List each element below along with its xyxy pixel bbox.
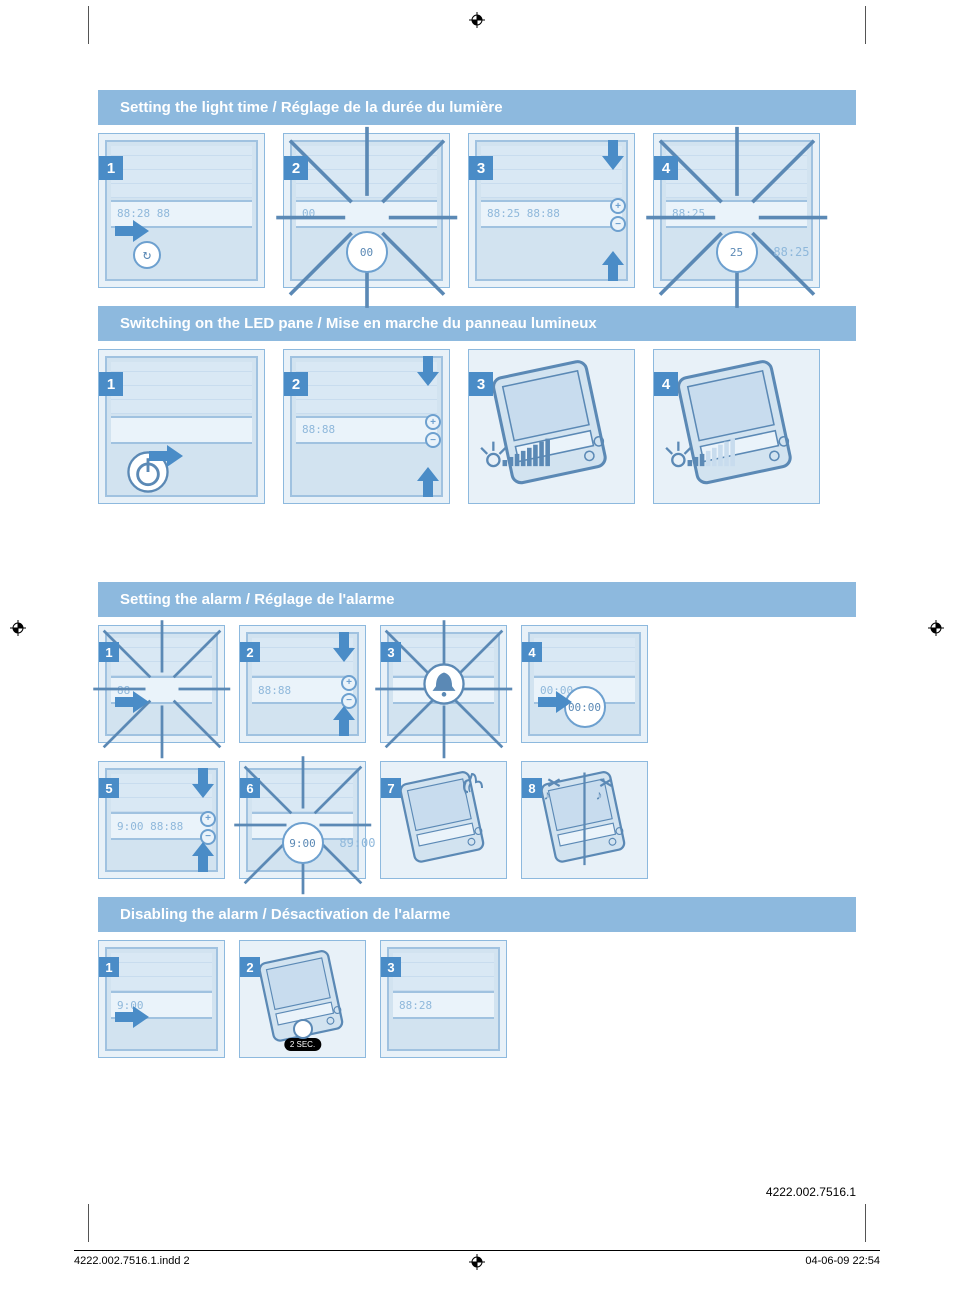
highlight-circle: 9:0089:00: [282, 822, 324, 864]
step-number-badge: 7: [381, 778, 401, 798]
section-header: Switching on the LED pane / Mise en marc…: [98, 306, 856, 341]
instruction-step: 88:28 88↻1: [98, 133, 265, 288]
instruction-step: 88:88+− 2: [239, 625, 366, 743]
plus-minus-buttons: +−: [610, 198, 626, 232]
arrow-down-icon: [417, 356, 439, 386]
arrow-right-icon: [538, 691, 572, 713]
section-header: Disabling the alarm / Désactivation de l…: [98, 897, 856, 932]
footer: 4222.002.7516.1.indd 2 04-06-09 22:54: [74, 1250, 880, 1267]
step-number-badge: 1: [99, 957, 119, 977]
highlight-circle: 2588:25: [716, 231, 758, 273]
step-number-badge: 3: [469, 156, 493, 180]
flash-icon: [234, 756, 372, 884]
instruction-step: 9:00 88:88+− 5: [98, 761, 225, 879]
step-number-badge: 2: [284, 156, 308, 180]
plus-minus-buttons: +−: [425, 414, 441, 448]
lcd-display: 88:88: [296, 416, 437, 444]
step-row: 1 88:88+− 2 3 4: [98, 349, 856, 504]
page-content: Setting the light time / Réglage de la d…: [98, 90, 856, 1076]
instruction-step: 88:28 3: [380, 940, 507, 1058]
arrow-right-icon: [115, 691, 149, 713]
plus-minus-buttons: +−: [200, 811, 216, 845]
instruction-step: 7: [380, 761, 507, 879]
lcd-display: [111, 416, 252, 444]
arrow-right-icon: [115, 220, 149, 242]
step-number-badge: 1: [99, 372, 123, 396]
instruction-step: 88:252588:254: [653, 133, 820, 288]
instruction-step: 2 SEC. 2: [239, 940, 366, 1058]
step-number-badge: 1: [99, 642, 119, 662]
arrow-up-icon: [417, 467, 439, 497]
instruction-step: 9:0089:00 6: [239, 761, 366, 879]
section-header: Setting the alarm / Réglage de l'alarme: [98, 582, 856, 617]
svg-text:♪: ♪: [544, 788, 551, 803]
step-number-badge: 5: [99, 778, 119, 798]
step-row: 88:28 88↻10000288:25 88:88+−388:252588:2…: [98, 133, 856, 288]
step-number-badge: 2: [240, 642, 260, 662]
instruction-step: 88:88+− 2: [283, 349, 450, 504]
highlight-circle: 00: [346, 231, 388, 273]
crop-mark: [865, 1204, 866, 1242]
mute-icon: ♪♪: [528, 768, 641, 870]
instruction-step: 88:25 88:88+− 3: [468, 133, 635, 288]
clock-icon: [293, 1019, 313, 1039]
instruction-step: 00:0000:004: [521, 625, 648, 743]
hold-duration-badge: 2 SEC.: [284, 1038, 321, 1051]
timer-icon: ↻: [133, 241, 161, 269]
step-number-badge: 2: [240, 957, 260, 977]
registration-icon: [928, 620, 944, 636]
arrow-down-icon: [333, 632, 355, 662]
flash-icon: [93, 620, 231, 748]
instruction-step: ♪♪8: [521, 761, 648, 879]
crop-mark: [88, 1204, 89, 1242]
step-number-badge: 2: [284, 372, 308, 396]
step-number-badge: 8: [522, 778, 542, 798]
instruction-step: 4: [653, 349, 820, 504]
crop-mark: [88, 6, 89, 44]
arrow-up-icon: [333, 706, 355, 736]
instruction-step: 00002: [283, 133, 450, 288]
step-number-badge: 3: [469, 372, 493, 396]
arrow-up-icon: [192, 842, 214, 872]
document-id: 4222.002.7516.1: [766, 1185, 856, 1199]
section-header: Setting the light time / Réglage de la d…: [98, 90, 856, 125]
plus-minus-buttons: +−: [341, 675, 357, 709]
step-number-badge: 3: [381, 642, 401, 662]
step-number-badge: 4: [522, 642, 542, 662]
step-row: 9:001 2 SEC. 2 88:28 3: [98, 940, 856, 1058]
step-number-badge: 1: [99, 156, 123, 180]
instruction-step: 881: [98, 625, 225, 743]
step-number-badge: 4: [654, 156, 678, 180]
step-number-badge: 4: [654, 372, 678, 396]
footer-filename: 4222.002.7516.1.indd 2: [74, 1255, 190, 1267]
lcd-display: 88:25 88:88: [481, 200, 622, 228]
arrow-right-icon: [115, 1006, 149, 1028]
crop-mark: [865, 6, 866, 44]
step-row: 881 88:88+− 2 3 00:0000:004: [98, 625, 856, 743]
arrow-up-icon: [602, 251, 624, 281]
registration-icon: [469, 12, 485, 28]
lcd-display: 9:00 88:88: [111, 812, 212, 840]
svg-text:♪: ♪: [596, 788, 603, 803]
step-number-badge: 3: [381, 957, 401, 977]
step-row: 9:00 88:88+−59:0089:006 7 ♪♪8: [98, 761, 856, 879]
instruction-step: 9:001: [98, 940, 225, 1058]
arrow-right-icon: [149, 445, 183, 467]
arrow-down-icon: [192, 768, 214, 798]
instruction-step: 1: [98, 349, 265, 504]
registration-icon: [10, 620, 26, 636]
lcd-display: 88:88: [252, 676, 353, 704]
lcd-display: 88:28: [393, 991, 494, 1019]
instruction-step: 3: [380, 625, 507, 743]
bell-icon: [421, 661, 467, 707]
instruction-step: 3: [468, 349, 635, 504]
footer-timestamp: 04-06-09 22:54: [805, 1255, 880, 1267]
step-number-badge: 6: [240, 778, 260, 798]
arrow-down-icon: [602, 140, 624, 170]
